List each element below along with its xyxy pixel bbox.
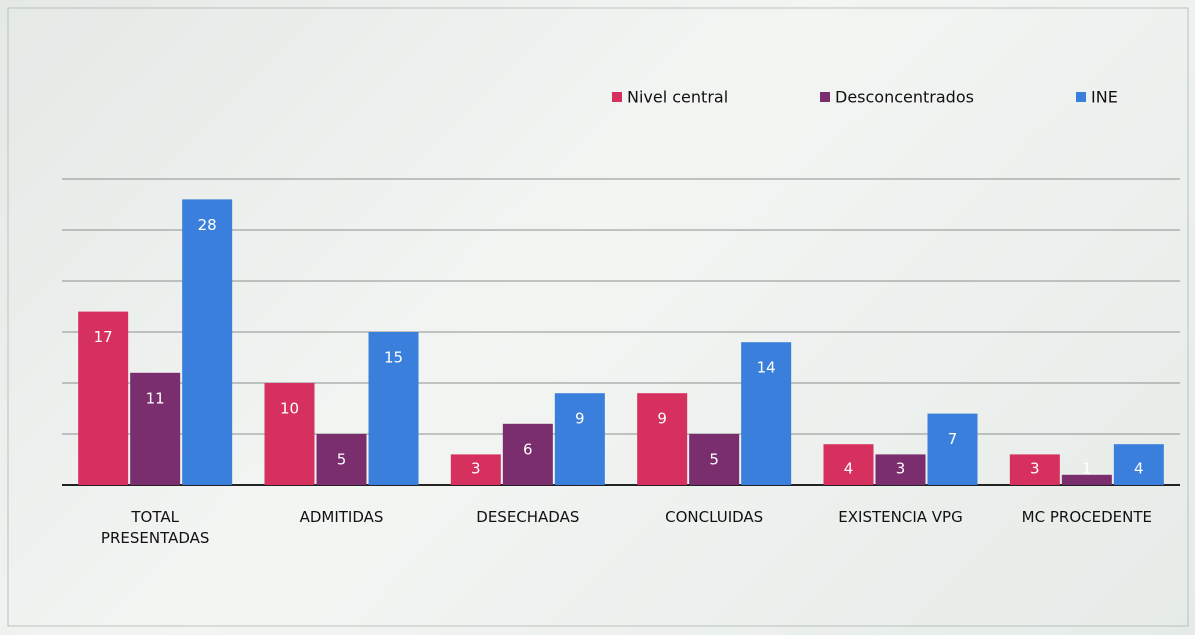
bar xyxy=(1009,454,1060,485)
legend-swatch xyxy=(612,92,622,102)
x-tick-label: TOTAL PRESENTADAS xyxy=(100,508,210,547)
data-label: 9 xyxy=(575,410,585,428)
bar xyxy=(130,372,181,485)
bar xyxy=(741,342,792,485)
bar xyxy=(450,454,501,485)
x-tick-label: ADMITIDAS xyxy=(299,508,384,526)
x-tick-label: CONCLUIDAS xyxy=(665,508,764,526)
bar xyxy=(368,332,419,485)
legend-swatch xyxy=(820,92,830,102)
data-label: 4 xyxy=(844,460,854,478)
bar xyxy=(875,454,926,485)
data-label: 9 xyxy=(657,410,667,428)
legend-label: Desconcentrados xyxy=(835,88,974,107)
legend-swatch xyxy=(1076,92,1086,102)
x-tick-label: DESECHADAS xyxy=(476,508,580,526)
data-label: 3 xyxy=(1030,460,1040,478)
legend-label: INE xyxy=(1091,88,1118,107)
bar xyxy=(78,311,129,485)
data-label: 5 xyxy=(709,451,719,469)
x-tick-label: MC PROCEDENTE xyxy=(1021,508,1152,526)
bar xyxy=(182,199,233,485)
bar xyxy=(689,434,740,485)
data-label: 15 xyxy=(384,349,403,367)
data-label: 7 xyxy=(948,430,958,448)
data-label: 6 xyxy=(523,440,533,458)
legend-label: Nivel central xyxy=(627,88,728,107)
bar xyxy=(1061,474,1112,485)
bar xyxy=(927,413,978,485)
data-label: 4 xyxy=(1134,460,1144,478)
data-label: 3 xyxy=(471,460,481,478)
data-label: 28 xyxy=(198,216,217,234)
data-label: 11 xyxy=(146,389,165,407)
bar xyxy=(823,444,874,485)
frame xyxy=(7,7,1189,627)
bar xyxy=(1113,444,1164,485)
x-tick-label: EXISTENCIA VPG xyxy=(838,508,963,526)
bar xyxy=(316,434,367,485)
bar xyxy=(502,423,553,485)
data-label: 3 xyxy=(896,460,906,478)
data-label: 5 xyxy=(337,451,347,469)
data-label: 17 xyxy=(94,328,113,346)
data-label: 1 xyxy=(1082,460,1092,478)
data-label: 10 xyxy=(280,400,299,418)
bar xyxy=(264,383,315,485)
bar xyxy=(554,393,605,485)
data-label: 14 xyxy=(757,359,776,377)
bar xyxy=(637,393,688,485)
